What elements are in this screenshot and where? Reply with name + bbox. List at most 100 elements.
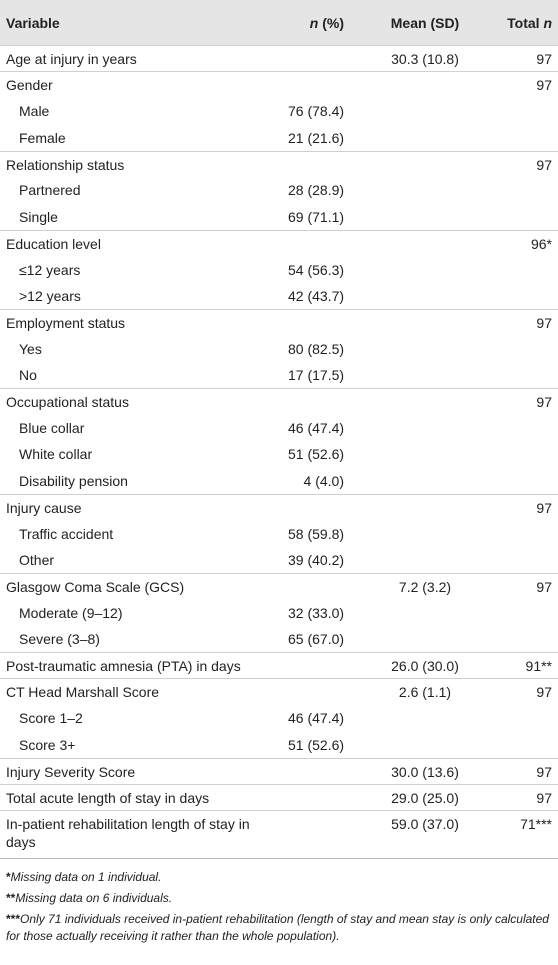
variable-cell: Other — [19, 551, 55, 568]
mean-cell — [350, 468, 500, 494]
footnotes: *Missing data on 1 individual. **Missing … — [0, 859, 558, 945]
table-row: Occupational status 97 — [0, 388, 558, 415]
header-cell: n (%) — [288, 0, 350, 46]
variable-cell: Disability pension — [19, 472, 128, 489]
mean-cell: 2.6 (1.1) — [350, 678, 500, 706]
table-row: Single 69 (71.1) — [0, 204, 558, 230]
n-cell: 51 (52.6) — [288, 446, 345, 463]
variable-cell: Gender — [0, 71, 288, 99]
header-text: (%) — [318, 14, 344, 31]
footnote-text: Missing data on 1 individual. — [10, 870, 162, 885]
mean-cell — [350, 705, 500, 731]
variable-cell: Blue collar — [19, 419, 85, 436]
variable-cell: Yes — [19, 340, 42, 357]
footnote: ***Only 71 individuals received in-patie… — [6, 911, 552, 945]
total-cell — [500, 521, 558, 547]
n-cell — [288, 493, 350, 521]
table-row: CT Head Marshall Score 2.6 (1.1) 97 — [0, 678, 558, 706]
total-cell: 96* — [500, 229, 558, 257]
n-cell: 17 (17.5) — [288, 367, 345, 384]
n-cell — [288, 783, 350, 811]
mean-cell — [350, 521, 500, 547]
variable-cell: Post-traumatic amnesia (PTA) in days — [0, 651, 288, 679]
variable-cell: CT Head Marshall Score — [0, 678, 288, 706]
n-cell: 46 (47.4) — [288, 710, 345, 727]
n-cell: 65 (67.0) — [288, 631, 345, 648]
n-cell: 76 (78.4) — [288, 103, 345, 120]
n-cell — [288, 388, 350, 415]
total-cell — [500, 336, 558, 362]
n-cell — [288, 678, 350, 706]
mean-cell — [350, 441, 500, 467]
total-cell — [500, 468, 558, 494]
table-row: Age at injury in years 30.3 (10.8) 97 — [0, 44, 558, 72]
variable-cell: >12 years — [19, 288, 81, 305]
header-cell: Variable — [0, 0, 288, 46]
total-cell — [500, 362, 558, 388]
table-row: Male 76 (78.4) — [0, 98, 558, 124]
mean-cell — [350, 71, 500, 99]
mean-cell — [350, 204, 500, 230]
n-cell: 39 (40.2) — [288, 551, 345, 568]
total-cell — [500, 283, 558, 309]
mean-cell — [350, 229, 500, 257]
table-row: White collar 51 (52.6) — [0, 441, 558, 467]
table-row: Other 39 (40.2) — [0, 547, 558, 573]
n-cell: 54 (56.3) — [288, 261, 345, 278]
variable-cell: White collar — [19, 446, 93, 463]
table-row: Yes 80 (82.5) — [0, 336, 558, 362]
n-cell: 32 (33.0) — [288, 604, 345, 621]
total-cell: 71*** — [500, 810, 558, 860]
n-cell — [288, 71, 350, 99]
total-cell: 97 — [500, 71, 558, 99]
footnote-mark: ** — [6, 891, 16, 906]
total-cell: 91** — [500, 651, 558, 679]
table-row: Moderate (9–12) 32 (33.0) — [0, 600, 558, 626]
variable-cell: ≤12 years — [19, 261, 81, 278]
mean-cell — [350, 308, 500, 336]
total-cell — [500, 441, 558, 467]
header-cell: Total n — [500, 0, 558, 46]
n-cell — [288, 572, 350, 600]
mean-cell: 30.0 (13.6) — [350, 757, 500, 785]
n-cell: 69 (71.1) — [288, 208, 345, 225]
table-row: Score 1–2 46 (47.4) — [0, 705, 558, 731]
total-cell: 97 — [500, 493, 558, 521]
mean-cell: 29.0 (25.0) — [350, 783, 500, 811]
header-text: n — [309, 14, 319, 31]
header-text: Variable — [6, 14, 60, 31]
n-cell: 80 (82.5) — [288, 340, 345, 357]
variable-cell: No — [19, 367, 37, 384]
mean-cell — [350, 362, 500, 388]
n-cell — [288, 229, 350, 257]
variable-cell: Male — [19, 103, 50, 120]
n-cell — [288, 810, 350, 860]
table-row: Severe (3–8) 65 (67.0) — [0, 626, 558, 652]
table-row: Blue collar 46 (47.4) — [0, 415, 558, 441]
footnote-text: Missing data on 6 individuals. — [15, 891, 173, 906]
variable-cell: Score 3+ — [19, 736, 76, 753]
variable-cell: Severe (3–8) — [19, 631, 100, 648]
table-row: Injury Severity Score 30.0 (13.6) 97 — [0, 757, 558, 785]
n-cell — [288, 757, 350, 785]
total-cell — [500, 415, 558, 441]
total-cell — [500, 732, 558, 758]
table-row: Female 21 (21.6) — [0, 125, 558, 151]
total-cell — [500, 257, 558, 283]
variable-cell: Relationship status — [0, 150, 288, 178]
table-row: Education level 96* — [0, 229, 558, 257]
data-table: Variable n (%) Mean (SD) Total n Age at inj… — [0, 0, 558, 860]
variable-cell: Traffic accident — [19, 525, 114, 542]
mean-cell: 30.3 (10.8) — [350, 44, 500, 72]
variable-cell: Score 1–2 — [19, 710, 83, 727]
variable-cell: Glasgow Coma Scale (GCS) — [0, 572, 288, 600]
mean-cell — [350, 336, 500, 362]
footnote-text: Only 71 individuals received in-patient … — [6, 912, 549, 944]
n-cell: 4 (4.0) — [303, 472, 344, 489]
total-cell: 97 — [500, 150, 558, 178]
mean-cell — [350, 626, 500, 652]
mean-cell — [350, 732, 500, 758]
footnote-mark: * — [6, 870, 11, 885]
table-row: Post-traumatic amnesia (PTA) in days 26.0… — [0, 651, 558, 679]
table-row: Relationship status 97 — [0, 150, 558, 178]
